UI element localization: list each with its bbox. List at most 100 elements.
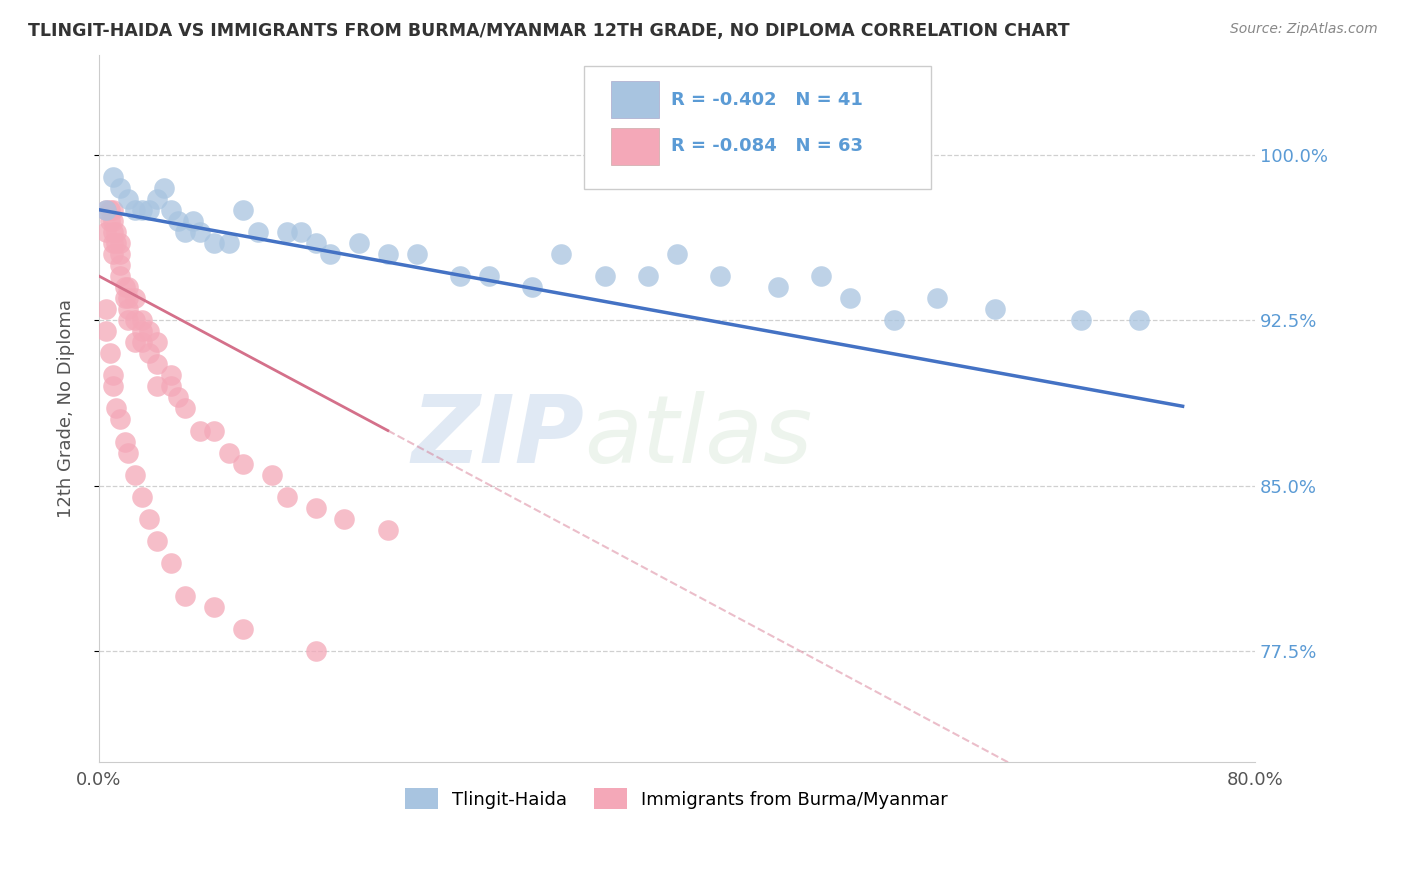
Point <box>167 391 190 405</box>
Y-axis label: 12th Grade, No Diploma: 12th Grade, No Diploma <box>58 299 75 518</box>
Point <box>94 324 117 338</box>
Point <box>449 268 471 283</box>
Point <box>333 512 356 526</box>
Point <box>103 379 125 393</box>
Point <box>131 335 153 350</box>
Text: atlas: atlas <box>585 392 813 483</box>
Point <box>124 467 146 482</box>
Text: R = -0.084   N = 63: R = -0.084 N = 63 <box>671 137 863 155</box>
Point <box>114 291 136 305</box>
Point <box>1070 313 1092 327</box>
Point <box>218 445 240 459</box>
Point <box>114 434 136 449</box>
Point <box>131 202 153 217</box>
Point <box>984 302 1007 317</box>
Point <box>202 424 225 438</box>
Point <box>262 467 284 482</box>
Point <box>145 379 167 393</box>
Point <box>117 302 139 317</box>
Text: R = -0.402   N = 41: R = -0.402 N = 41 <box>671 91 863 109</box>
FancyBboxPatch shape <box>612 81 659 118</box>
Point <box>94 202 117 217</box>
FancyBboxPatch shape <box>612 128 659 165</box>
Point <box>246 225 269 239</box>
Text: Source: ZipAtlas.com: Source: ZipAtlas.com <box>1230 22 1378 37</box>
Point <box>202 600 225 615</box>
Point <box>665 247 688 261</box>
Point <box>110 412 132 426</box>
Point <box>105 235 128 250</box>
Point <box>124 313 146 327</box>
Point <box>347 235 370 250</box>
Point <box>94 225 117 239</box>
Point <box>181 213 204 227</box>
Point <box>103 368 125 383</box>
Point <box>290 225 312 239</box>
Point <box>94 302 117 317</box>
Point <box>304 500 326 515</box>
Point <box>550 247 572 261</box>
Point <box>766 280 789 294</box>
Point <box>160 379 183 393</box>
Point <box>117 445 139 459</box>
Point <box>218 235 240 250</box>
Point <box>124 202 146 217</box>
Point <box>138 512 160 526</box>
Point <box>304 644 326 658</box>
Point <box>276 225 298 239</box>
Point <box>304 235 326 250</box>
Point <box>160 556 183 570</box>
Point <box>105 401 128 416</box>
Point <box>160 368 183 383</box>
Point <box>138 324 160 338</box>
Point <box>110 180 132 194</box>
Point <box>105 225 128 239</box>
Point <box>153 180 176 194</box>
Point <box>131 324 153 338</box>
Point <box>103 213 125 227</box>
Point <box>103 235 125 250</box>
Point <box>188 225 211 239</box>
Point <box>145 533 167 548</box>
Point <box>593 268 616 283</box>
Point <box>138 202 160 217</box>
Point <box>98 213 121 227</box>
Point <box>110 268 132 283</box>
Point <box>405 247 427 261</box>
Point <box>103 202 125 217</box>
Point <box>478 268 501 283</box>
Point <box>117 313 139 327</box>
Point <box>114 280 136 294</box>
Point <box>124 335 146 350</box>
Point <box>232 622 254 636</box>
Point <box>131 313 153 327</box>
Point <box>925 291 948 305</box>
Point <box>110 258 132 272</box>
Point <box>103 169 125 184</box>
Point <box>174 225 197 239</box>
Point <box>117 192 139 206</box>
FancyBboxPatch shape <box>585 66 931 189</box>
Point <box>377 523 399 537</box>
Point <box>883 313 905 327</box>
Point <box>319 247 342 261</box>
Point <box>145 192 167 206</box>
Point <box>103 225 125 239</box>
Text: ZIP: ZIP <box>412 391 585 483</box>
Point <box>377 247 399 261</box>
Point <box>276 490 298 504</box>
Point <box>522 280 544 294</box>
Point <box>167 213 190 227</box>
Point <box>839 291 862 305</box>
Point <box>117 280 139 294</box>
Point <box>232 202 254 217</box>
Point <box>145 335 167 350</box>
Point <box>174 401 197 416</box>
Point <box>138 346 160 360</box>
Point <box>709 268 731 283</box>
Point <box>94 202 117 217</box>
Point <box>202 235 225 250</box>
Point <box>117 291 139 305</box>
Point <box>110 247 132 261</box>
Point <box>145 357 167 371</box>
